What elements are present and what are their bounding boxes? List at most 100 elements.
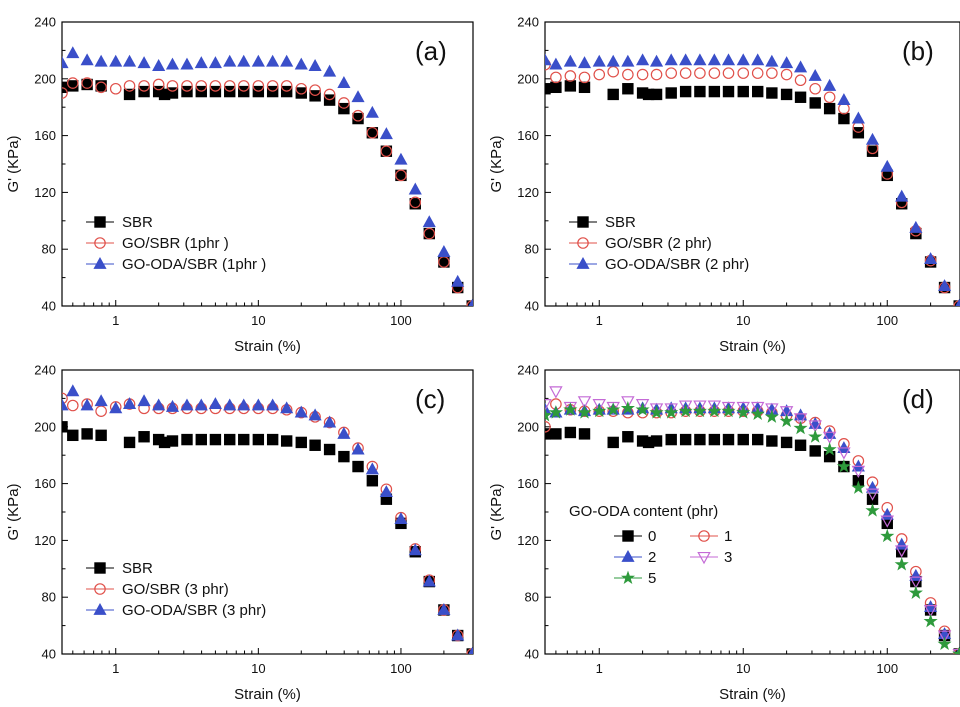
data-point: [765, 54, 779, 67]
data-point: [545, 399, 552, 412]
data-point: [895, 537, 909, 550]
data-point: [823, 426, 837, 439]
data-point: [764, 409, 779, 423]
x-tick-label: 100: [876, 661, 898, 676]
panel-a: 40 80 120 160 200 240 1 10 100 Strain (%) G' (KPa)…: [5, 15, 474, 355]
data-point: [109, 54, 123, 67]
legend-marker: [621, 549, 635, 562]
data-point: [366, 126, 379, 139]
data-point: [266, 54, 280, 67]
data-point: [209, 433, 222, 446]
data-point: [620, 400, 635, 415]
data-point: [750, 401, 765, 415]
series-go-sbr-2-phr-: [545, 58, 960, 306]
data-point: [693, 53, 707, 66]
y-tick-label: 200: [517, 71, 539, 86]
data-point: [308, 59, 322, 71]
data-point: [592, 54, 606, 67]
data-point: [793, 420, 808, 435]
data-point: [138, 80, 150, 92]
data-point: [880, 515, 894, 528]
data-point: [451, 628, 465, 641]
data-point: [908, 585, 923, 599]
y-tick-label: 40: [42, 299, 56, 314]
data-point: [909, 220, 923, 233]
data-point: [679, 53, 693, 66]
data-point: [62, 87, 68, 99]
data-point: [408, 543, 422, 556]
y-tick-label: 120: [34, 533, 56, 548]
y-tick-label: 200: [34, 71, 56, 86]
data-point: [622, 83, 634, 95]
data-point: [752, 85, 764, 98]
legend-marker: [94, 216, 106, 228]
data-point: [593, 68, 606, 81]
data-point: [780, 68, 793, 81]
data-point: [252, 80, 265, 92]
data-point: [751, 67, 764, 79]
legend-label: SBR: [605, 214, 636, 231]
data-point: [94, 54, 108, 67]
data-point: [606, 402, 621, 416]
data-point: [295, 436, 307, 449]
data-point: [252, 433, 265, 446]
data-point: [123, 80, 136, 92]
data-point: [736, 53, 750, 66]
data-point: [607, 88, 619, 101]
data-point: [95, 81, 107, 94]
series-go-oda-sbr-1phr-: [62, 46, 473, 306]
data-point: [550, 71, 562, 84]
legend-label: 5: [648, 570, 656, 587]
legend-label: 2: [648, 549, 656, 566]
legend-title: GO-ODA content (phr): [569, 503, 718, 520]
legend-label: SBR: [122, 560, 153, 577]
data-point: [80, 398, 94, 411]
series-markers: [545, 386, 960, 654]
data-point: [851, 459, 865, 472]
data-point: [563, 402, 578, 416]
data-point: [937, 636, 952, 651]
data-point: [707, 400, 722, 413]
data-point: [809, 97, 821, 109]
series-go-sbr-3-phr-: [62, 392, 473, 654]
data-point: [468, 298, 473, 306]
y-tick-label: 240: [34, 15, 56, 30]
data-point: [338, 450, 350, 463]
data-point: [365, 462, 379, 475]
x-tick-label: 1: [112, 661, 119, 676]
data-point: [351, 90, 365, 103]
data-point: [468, 646, 473, 654]
data-point: [237, 80, 250, 92]
data-point: [137, 56, 151, 69]
data-point: [737, 433, 749, 446]
data-point: [679, 85, 692, 98]
data-point: [94, 394, 108, 407]
data-point: [67, 80, 79, 92]
data-point: [621, 396, 635, 409]
data-point: [708, 433, 721, 446]
x-axis-title: Strain (%): [719, 338, 786, 355]
data-point: [865, 480, 880, 493]
data-point: [721, 401, 736, 415]
x-axis-title: Strain (%): [234, 338, 301, 355]
data-point: [323, 64, 337, 77]
y-tick-label: 80: [42, 590, 56, 605]
series-markers: [62, 384, 473, 654]
data-point: [779, 406, 794, 419]
x-tick-label: 1: [112, 313, 119, 328]
series-sbr: [62, 78, 473, 306]
data-point: [679, 433, 692, 446]
data-point: [621, 54, 635, 67]
data-point: [722, 67, 735, 79]
data-point: [592, 399, 606, 412]
y-tick-label: 200: [517, 419, 539, 434]
data-point: [152, 398, 166, 411]
y-tick-label: 80: [42, 242, 56, 257]
y-tick-label: 240: [517, 363, 539, 378]
data-point: [366, 475, 379, 487]
data-point: [678, 400, 693, 413]
data-point: [409, 196, 422, 209]
data-point: [66, 384, 80, 397]
data-point: [737, 67, 750, 79]
